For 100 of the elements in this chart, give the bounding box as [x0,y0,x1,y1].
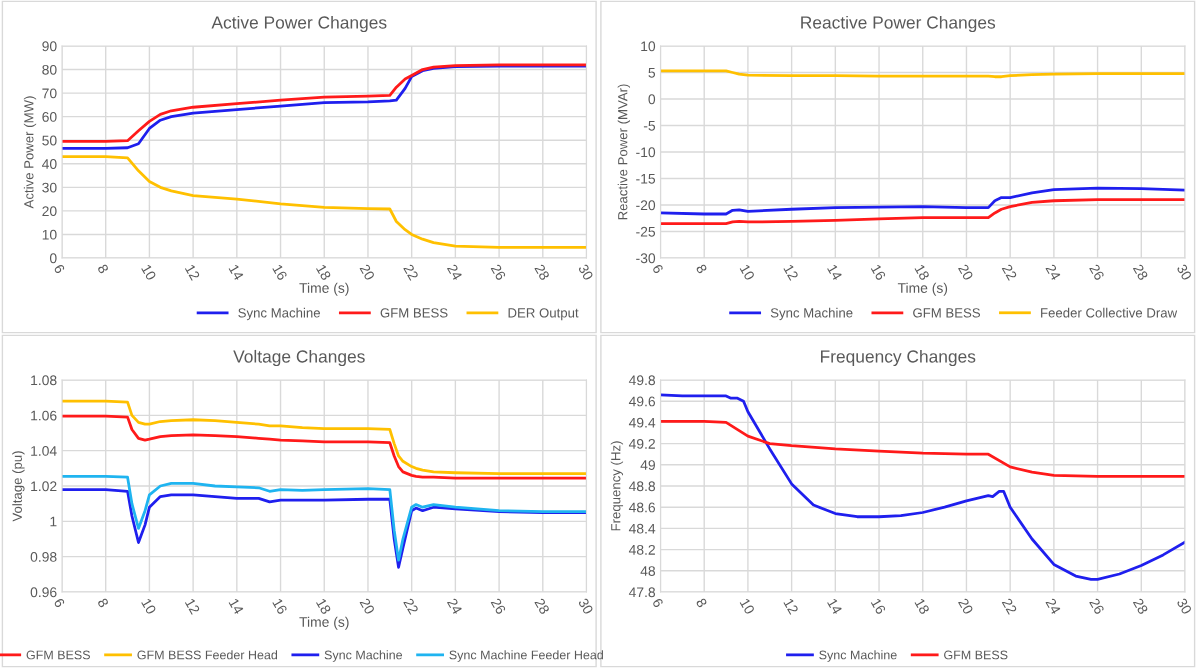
x-tick-label: 14 [827,598,843,615]
x-tick-label: 10 [739,597,756,615]
y-tick-label: 10 [42,229,57,240]
x-tick-label: 8 [695,597,708,609]
line-series [660,419,1185,478]
x-tick-label: 8 [695,263,708,275]
y-tick-label: 20 [42,206,57,217]
x-tick-label: 14 [228,598,244,615]
y-tick-label: 80 [42,64,57,75]
y-tick-label: 10 [641,41,656,52]
x-tick-label: 6 [53,263,66,275]
y-tick-label: 1.06 [31,410,57,421]
x-tick-label: 28 [534,597,550,615]
x-tick-label: 16 [870,597,887,615]
y-tick-label: 90 [42,41,57,52]
y-tick-label: 1.02 [31,481,57,492]
x-tick-label: 12 [783,597,799,615]
x-tick-label: 26 [490,263,507,281]
y-tick-label: 48.2 [628,544,655,555]
line-series [660,186,1185,216]
legend-label: GFM BESS [26,650,90,660]
x-tick-label: 24 [447,597,463,615]
y-tick-label: -15 [636,173,656,184]
x-tick-label: 24 [1045,597,1062,615]
legend-label: Sync Machine [770,307,853,321]
x-tick-label: 26 [1089,263,1105,281]
line-series [62,414,587,480]
legend-label: Sync Machine Feeder Head [449,650,603,662]
x-tick-label: 10 [141,263,157,281]
x-tick-label: 14 [827,264,843,281]
y-tick-label: 1.08 [31,375,57,386]
legend-label: Feeder Collective Draw [1041,307,1178,318]
y-tick-label: 1 [50,516,57,527]
y-tick-label: 49.8 [628,375,656,386]
legend-label: GFM BESS [913,308,981,318]
x-tick-label: 6 [652,263,664,275]
y-tick-label: 48.6 [628,502,656,513]
x-tick-label: 28 [1132,263,1149,281]
y-axis-title: Voltage (pu) [12,451,25,522]
y-tick-label: -20 [636,200,656,211]
x-tick-label: 30 [1176,597,1193,615]
chart-title: Frequency Changes [821,349,976,367]
legend-label: Sync Machine [324,650,403,662]
y-tick-label: 48 [640,566,656,576]
y-axis-title: Frequency (Hz) [610,441,624,531]
x-tick-label: 18 [914,597,930,615]
y-tick-label: 0.96 [30,587,57,598]
y-tick-label: 5 [648,67,656,78]
legend-label: Sync Machine [819,650,897,662]
y-tick-label: 50 [42,135,57,146]
y-tick-label: 49 [640,460,655,470]
x-tick-label: 20 [359,263,376,281]
x-tick-label: 30 [577,597,594,615]
x-tick-label: 26 [1089,597,1105,615]
x-axis-title: Time (s) [299,282,349,296]
legend-label: GFM BESS [380,308,448,318]
y-tick-label: -5 [643,120,656,131]
x-tick-label: 24 [447,263,463,281]
y-tick-label: 0 [648,94,656,105]
legend-label: Sync Machine [238,307,320,321]
x-axis-title: Time (s) [299,616,349,630]
x-tick-label: 30 [577,263,594,281]
y-tick-label: 0.98 [30,552,57,562]
x-tick-label: 14 [228,264,244,281]
x-tick-label: 8 [97,597,109,609]
line-series [62,399,587,476]
x-tick-label: 22 [403,597,419,615]
x-tick-label: 20 [957,263,974,281]
chart-title: Voltage Changes [233,349,365,367]
x-tick-label: 6 [53,597,66,609]
x-tick-label: 30 [1176,263,1193,281]
chart-title: Reactive Power Changes [801,15,996,33]
legend-label: GFM BESS [944,650,1008,660]
x-tick-label: 18 [315,597,332,615]
y-tick-label: 30 [42,182,57,193]
y-tick-label: 49.4 [628,417,656,428]
y-tick-label: 49.2 [628,438,655,449]
y-tick-label: 48.8 [628,481,656,492]
y-axis-title: Active Power (MW) [23,96,37,209]
y-tick-label: 70 [42,88,57,99]
x-axis-title: Time (s) [897,282,948,296]
x-tick-label: 26 [490,597,507,615]
x-tick-label: 28 [534,263,550,281]
y-tick-label: -30 [636,253,656,264]
legend-label: GFM BESS Feeder Head [137,650,278,660]
x-tick-label: 22 [403,263,419,281]
line-series [62,474,587,562]
legend-label: DER Output [508,308,579,321]
x-tick-label: 12 [783,263,799,281]
x-tick-label: 16 [870,263,887,281]
x-tick-label: 22 [1001,263,1018,281]
x-tick-label: 22 [1001,597,1018,615]
y-axis-title: Reactive Power (MVAr) [617,84,631,220]
line-series [62,155,587,249]
x-tick-label: 16 [272,263,288,281]
x-tick-label: 20 [359,597,376,615]
x-tick-label: 12 [184,597,201,615]
x-tick-label: 12 [184,263,201,281]
y-tick-label: 47.8 [628,587,656,598]
x-tick-label: 8 [97,263,109,275]
